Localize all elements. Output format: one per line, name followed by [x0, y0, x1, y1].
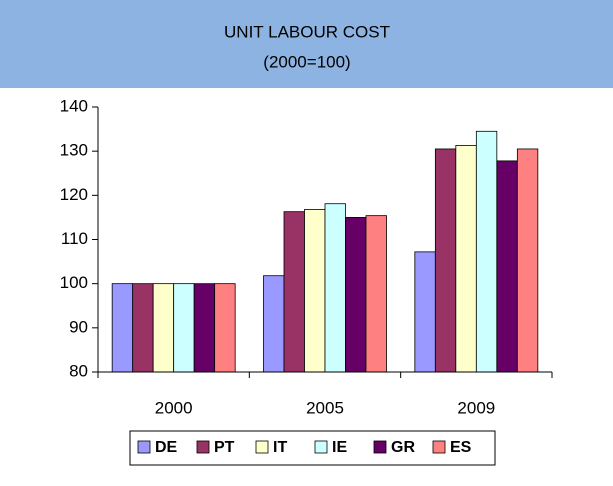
bar — [365, 215, 387, 373]
legend-swatch — [314, 440, 328, 454]
legend-label: ES — [450, 439, 472, 456]
legend-label: DE — [155, 439, 178, 456]
y-tick-label: 120 — [60, 185, 88, 204]
chart-title: UNIT LABOUR COST — [224, 22, 390, 41]
legend-swatch — [373, 440, 387, 454]
bar — [414, 251, 436, 373]
bar — [434, 148, 457, 373]
bar — [132, 283, 154, 373]
bar — [283, 211, 305, 373]
bar — [304, 209, 326, 373]
bar — [263, 275, 285, 373]
bar — [324, 203, 346, 373]
bar — [193, 283, 216, 373]
bar — [214, 283, 236, 373]
bar — [345, 217, 367, 373]
bar — [475, 130, 498, 373]
bar — [516, 148, 539, 373]
title-banner — [0, 0, 613, 88]
legend-label: PT — [214, 439, 235, 456]
bar — [496, 160, 518, 373]
legend-swatch — [196, 440, 210, 454]
x-tick-label: 2005 — [306, 398, 344, 417]
bar — [152, 283, 175, 373]
legend-swatch — [432, 440, 446, 454]
y-tick-label: 130 — [60, 141, 88, 160]
bar — [455, 145, 477, 373]
legend-swatch — [137, 440, 151, 454]
y-tick-label: 80 — [69, 361, 88, 380]
y-tick-label: 140 — [60, 96, 88, 115]
x-tick-label: 2000 — [155, 398, 193, 417]
y-tick-label: 110 — [61, 229, 88, 248]
legend-label: IE — [332, 439, 347, 456]
x-tick-label: 2009 — [457, 398, 495, 417]
legend-swatch — [255, 440, 269, 454]
legend-label: IT — [273, 439, 287, 456]
bar — [111, 283, 134, 373]
y-tick-label: 100 — [60, 273, 88, 292]
legend-label: GR — [391, 439, 415, 456]
bar — [173, 283, 195, 373]
y-tick-label: 90 — [69, 317, 88, 336]
chart-subtitle: (2000=100) — [263, 52, 350, 71]
